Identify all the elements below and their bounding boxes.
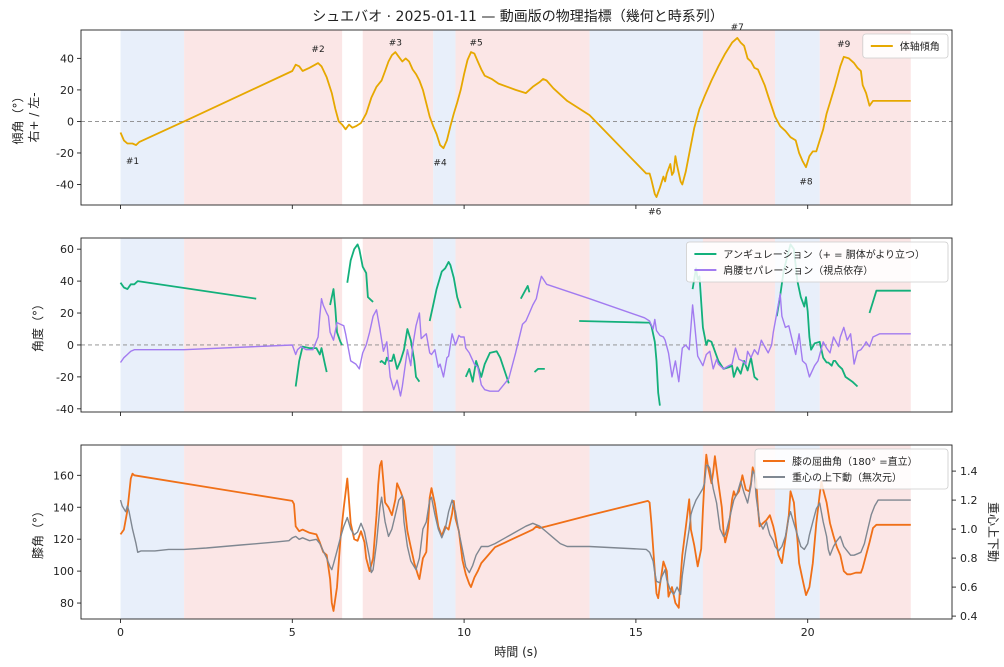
series-line-angulation	[464, 350, 510, 384]
plot-frame	[80, 237, 953, 413]
phase-band-red	[362, 30, 434, 205]
y-tick-label: 40	[60, 275, 74, 288]
y-tick-label-right: 0.8	[960, 552, 978, 565]
phase-band-blue	[589, 30, 703, 205]
series-line-angulation	[520, 285, 531, 300]
peak-annotation: #4	[433, 158, 447, 168]
phase-band-red	[819, 30, 911, 205]
series-line-angulation	[346, 243, 374, 303]
y-tick-label: 0	[67, 339, 74, 352]
peak-annotation: #8	[799, 177, 813, 187]
panel-1: -40 -20 0 20 40 傾角（°） 右+ / 左- #1 #2 #3 #4 #5 #6 #7 #8 #…	[11, 23, 953, 217]
peak-annotation: #7	[731, 23, 744, 33]
phase-band-blue	[589, 238, 703, 412]
series-line-angulation	[428, 261, 462, 322]
legend: 体轴傾角	[862, 33, 949, 59]
x-tick-label: 5	[289, 626, 296, 639]
y-tick-label-right: 0.4	[960, 610, 978, 623]
series-line-angulation	[579, 320, 661, 406]
legend: 膝の屈曲角（180° =直立） 重心の上下動（無次元）	[754, 448, 949, 490]
x-tick-label: 0	[117, 626, 124, 639]
series-line-angulation	[329, 288, 343, 346]
phase-band-blue	[120, 238, 185, 412]
phase-band-red	[455, 445, 590, 619]
y-tick-label: 60	[60, 243, 74, 256]
peak-annotation: #2	[311, 45, 324, 55]
y-tick-label-right: 1.0	[960, 523, 978, 536]
x-tick-label: 10	[457, 626, 471, 639]
y-tick-label: -40	[56, 403, 74, 416]
legend-label: 膝の屈曲角（180° =直立）	[792, 455, 918, 468]
peak-annotation: #1	[126, 157, 139, 167]
y-axis-label: 傾角（°）	[11, 90, 25, 144]
legend-label: アンギュレーション（+ = 胴体がより立つ）	[723, 248, 925, 261]
series-line-separation	[119, 275, 911, 397]
phase-band-red	[455, 30, 590, 205]
legend-label: 体轴傾角	[900, 40, 940, 53]
legend-label: 肩腰セパレーション（視点依存）	[723, 264, 873, 277]
legend-box	[754, 448, 949, 490]
y-tick-label: 40	[60, 52, 74, 65]
series-line-angulation	[379, 328, 421, 383]
y-tick-label: 80	[60, 597, 74, 610]
y-tick-label: -20	[56, 147, 74, 160]
legend-box	[686, 241, 949, 283]
series-line-tilt	[119, 37, 911, 198]
panel-3: 80 100 120 140 160 0.4 0.6 0.8 1.0 1.2 1.4 0 5 10 15 20…	[31, 444, 1000, 639]
y-tick-label-right: 1.2	[960, 494, 978, 507]
y-tick-label: 120	[53, 533, 74, 546]
y-tick-label: -40	[56, 179, 74, 192]
plot-frame	[80, 444, 953, 620]
legend-box	[862, 33, 949, 59]
figure-title: シュエバオ · 2025-01-11 — 動画版の物理指標（幾何と時系列）	[312, 9, 724, 25]
series-line-com	[119, 464, 911, 596]
y-tick-label: -20	[56, 371, 74, 384]
peak-annotation: #6	[648, 207, 662, 217]
peak-annotation: #5	[469, 39, 482, 49]
y-tick-label-right: 1.4	[960, 465, 978, 478]
phase-band-blue	[775, 30, 820, 205]
plot-frame	[80, 29, 953, 206]
x-axis-label: 時間 (s)	[494, 645, 537, 659]
phase-band-red	[184, 445, 343, 619]
series-line-knee	[119, 453, 911, 612]
phase-band-red	[184, 238, 343, 412]
x-tick-label: 20	[801, 626, 815, 639]
series-line-angulation	[294, 345, 328, 387]
series-line-angulation	[119, 280, 257, 300]
y-axis-label-right: 重心上下動	[986, 502, 1000, 562]
peak-annotation: #9	[837, 40, 851, 50]
peak-annotation: #3	[389, 39, 402, 49]
y-axis-label: 角度（°）	[30, 298, 45, 352]
y-tick-label: 0	[67, 115, 74, 128]
y-tick-label: 20	[60, 307, 74, 320]
phase-band-red	[702, 30, 776, 205]
phase-band-blue	[120, 30, 185, 205]
legend: アンギュレーション（+ = 胴体がより立つ） 肩腰セパレーション（視点依存）	[686, 241, 949, 283]
phase-band-blue	[433, 238, 456, 412]
phase-band-red	[184, 30, 343, 205]
phase-band-blue	[120, 445, 185, 619]
y-tick-label: 100	[53, 565, 74, 578]
series-line-angulation	[533, 368, 545, 373]
x-tick-label: 15	[629, 626, 643, 639]
legend-label: 重心の上下動（無次元）	[792, 471, 902, 484]
phase-band-blue	[433, 30, 456, 205]
y-tick-label: 160	[53, 469, 74, 482]
y-axis-label-2: 右+ / 左-	[26, 92, 41, 142]
panel-2: -40 -20 0 20 40 60 角度（°） アンギュレーション（+ = 胴体がより立つ）…	[30, 237, 953, 416]
phase-band-blue	[589, 445, 703, 619]
series-line-angulation	[868, 289, 911, 314]
y-tick-label-right: 0.6	[960, 581, 978, 594]
panels: -40 -20 0 20 40 傾角（°） 右+ / 左- #1 #2 #3 #4 #5 #6 #7 #8 #…	[11, 23, 1000, 639]
y-tick-label: 20	[60, 84, 74, 97]
y-tick-label: 140	[53, 501, 74, 514]
y-axis-label: 膝角（°）	[31, 505, 45, 559]
